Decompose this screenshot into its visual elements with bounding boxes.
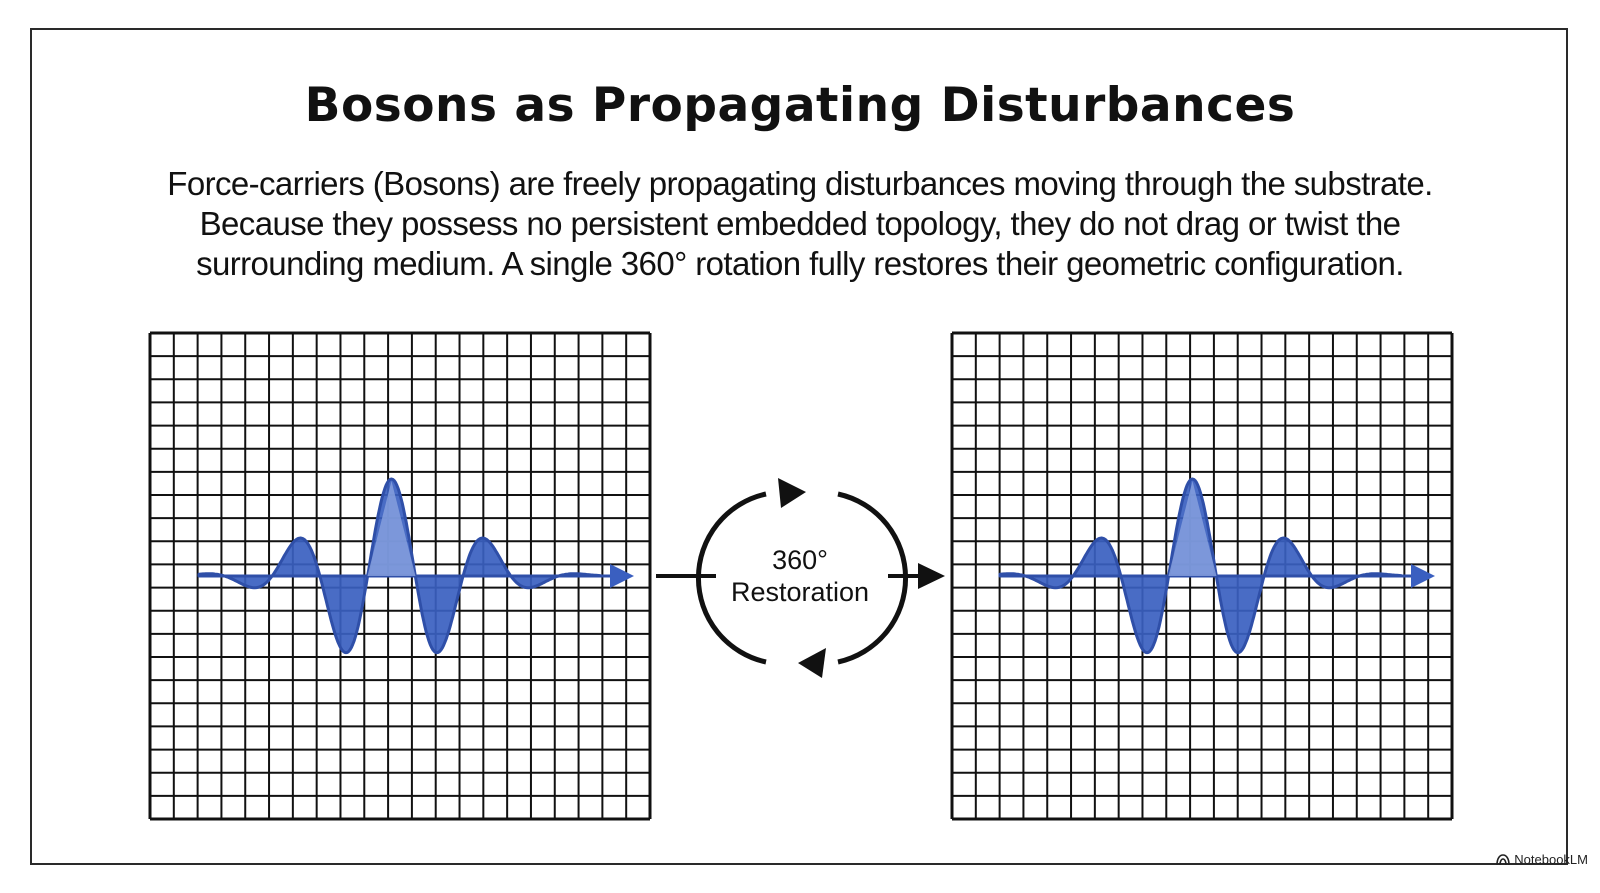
left-lattice-panel [148,331,652,821]
rotation-restoration-icon: 360° Restoration [696,478,908,678]
slide-title: Bosons as Propagating Disturbances [304,78,1296,133]
description-line-3: surrounding medium. A single 360° rotati… [196,245,1404,282]
rotation-arrowhead-top-icon [778,478,806,508]
slide-description: Force-carriers (Bosons) are freely propa… [100,164,1500,284]
description-line-2: Because they possess no persistent embed… [199,205,1401,242]
propagation-arrow-icon [610,564,634,588]
wave-highlight [367,480,416,576]
right-boson-wave [998,477,1435,655]
connector-arrow-icon [918,563,945,589]
wave-highlight [1168,480,1217,576]
footer-brand-name: NotebookLM [1514,852,1588,867]
right-lattice-panel [950,331,1454,821]
rotation-arrowhead-bottom-icon [798,648,826,678]
notebooklm-logo-icon [1496,853,1511,865]
restoration-label-degrees: 360° [772,545,828,575]
description-line-1: Force-carriers (Bosons) are freely propa… [167,165,1433,202]
restoration-label-text: Restoration [731,577,869,607]
left-boson-wave [197,477,634,655]
footer-brand: NotebookLM [1496,852,1588,867]
propagation-arrow-icon [1411,564,1435,588]
